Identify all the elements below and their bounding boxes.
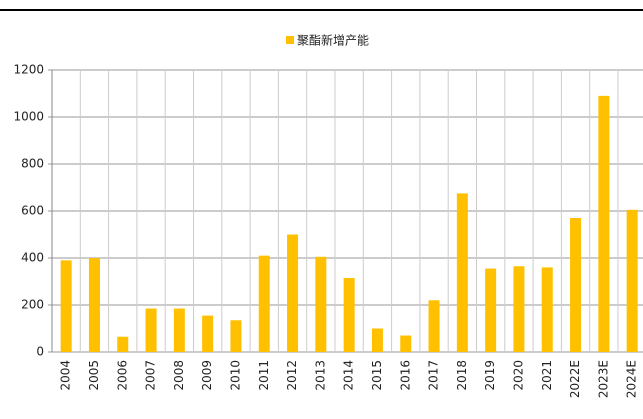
bar xyxy=(598,95,610,352)
x-tick-label: 2015 xyxy=(370,360,384,391)
x-tick-label: 2024E xyxy=(625,360,639,398)
x-tick-label: 2004 xyxy=(59,360,73,391)
x-tick-label: 2010 xyxy=(228,360,242,391)
bar xyxy=(343,277,355,352)
y-tick-label: 800 xyxy=(21,157,44,171)
y-tick-label: 400 xyxy=(21,251,44,265)
x-tick-label: 2008 xyxy=(172,360,186,391)
bar xyxy=(145,308,157,352)
bar xyxy=(117,336,129,352)
x-tick-label: 2019 xyxy=(483,360,497,391)
x-tick-label: 2012 xyxy=(285,360,299,391)
x-tick-label: 2016 xyxy=(398,360,412,391)
bar xyxy=(485,268,497,352)
bar xyxy=(513,266,525,352)
x-tick-label: 2007 xyxy=(144,360,158,391)
x-tick-label: 2009 xyxy=(200,360,214,391)
bar xyxy=(400,335,412,352)
bar xyxy=(315,256,327,352)
x-tick-label: 2022E xyxy=(568,360,582,398)
x-tick-label: 2014 xyxy=(342,360,356,391)
x-tick-label: 2005 xyxy=(87,360,101,391)
bar xyxy=(626,209,638,352)
bar xyxy=(88,258,100,352)
bar xyxy=(541,267,553,352)
bar xyxy=(287,234,299,352)
bar xyxy=(230,320,242,352)
x-tick-label: 2011 xyxy=(257,360,271,391)
y-tick-label: 1000 xyxy=(13,110,44,124)
y-tick-label: 0 xyxy=(36,345,44,359)
bar xyxy=(371,328,383,352)
x-tick-label: 2013 xyxy=(313,360,327,391)
bar xyxy=(456,193,468,352)
bar xyxy=(60,260,72,352)
x-tick-label: 2023E xyxy=(596,360,610,398)
legend-swatch xyxy=(286,36,294,44)
bar xyxy=(428,300,440,352)
y-tick-label: 600 xyxy=(21,204,44,218)
legend-label: 聚酯新增产能 xyxy=(297,33,369,48)
x-tick-label: 2020 xyxy=(511,360,525,391)
bar xyxy=(570,218,582,352)
x-tick-label: 2006 xyxy=(115,360,129,391)
bar xyxy=(202,315,214,352)
x-tick-label: 2021 xyxy=(540,360,554,391)
y-tick-label: 1200 xyxy=(13,63,44,77)
bar xyxy=(258,255,270,352)
bar xyxy=(173,308,185,352)
y-tick-label: 200 xyxy=(21,298,44,312)
x-tick-label: 2018 xyxy=(455,360,469,391)
x-tick-label: 2017 xyxy=(427,360,441,391)
